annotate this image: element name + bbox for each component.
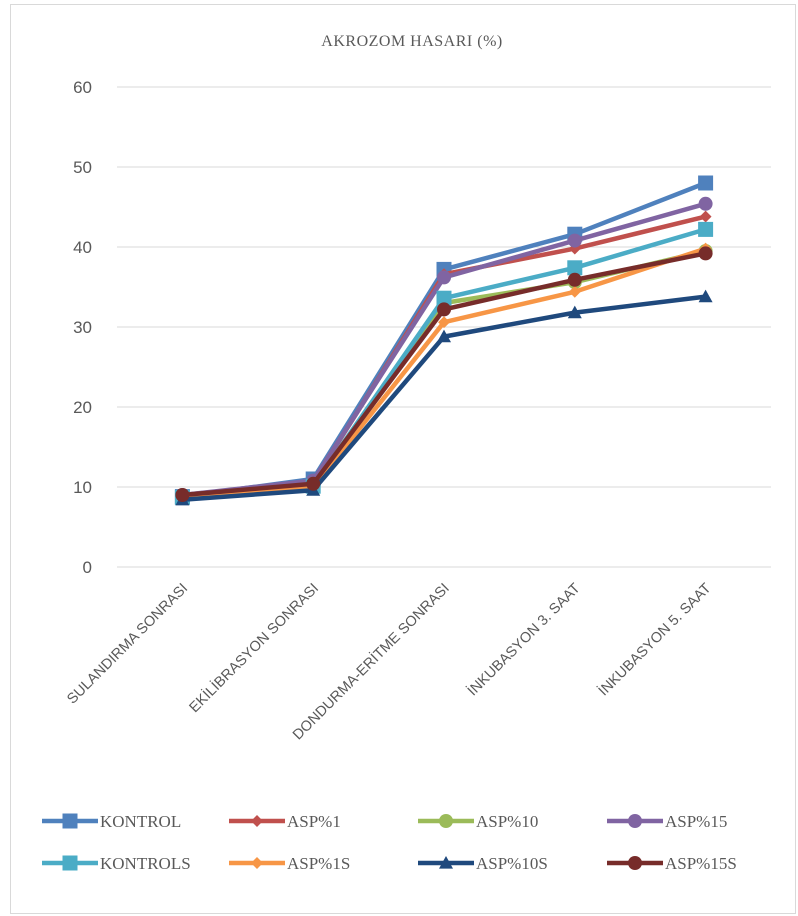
legend-label: ASP%15 bbox=[665, 812, 727, 831]
series-group bbox=[174, 175, 714, 506]
legend-label: ASP%10 bbox=[476, 812, 538, 831]
chart-title: AKROZOM HASARI (%) bbox=[321, 33, 502, 50]
legend-label: KONTROLS bbox=[100, 854, 191, 873]
series-asp-10s bbox=[175, 289, 713, 506]
data-point bbox=[568, 285, 581, 298]
data-point bbox=[567, 260, 583, 276]
x-tick-label: İNKUBASYON 5. SAAT bbox=[594, 579, 714, 699]
data-point bbox=[698, 221, 714, 237]
legend-marker bbox=[628, 856, 642, 870]
legend-label: ASP%10S bbox=[476, 854, 548, 873]
y-tick-label: 50 bbox=[73, 158, 92, 177]
data-point bbox=[568, 242, 581, 255]
series-line bbox=[182, 251, 707, 498]
legend-item: ASP%15S bbox=[607, 854, 737, 873]
legend-marker bbox=[628, 814, 642, 828]
legend-label: ASP%1S bbox=[287, 854, 350, 873]
data-point bbox=[175, 488, 190, 502]
x-tick-label: SULANDIRMA SONRASI bbox=[64, 581, 191, 708]
legend-marker bbox=[62, 855, 78, 871]
data-point bbox=[437, 302, 451, 317]
y-tick-label: 30 bbox=[73, 318, 92, 337]
data-point bbox=[437, 270, 451, 285]
data-point bbox=[438, 316, 450, 329]
data-point bbox=[437, 329, 451, 343]
legend-item: ASP%10 bbox=[418, 812, 538, 831]
series-line bbox=[182, 214, 707, 498]
y-tick-label: 10 bbox=[73, 478, 92, 497]
legend-marker bbox=[439, 814, 453, 828]
legend-label: KONTROL bbox=[100, 812, 181, 831]
legend-label: ASP%1 bbox=[287, 812, 341, 831]
series-line bbox=[182, 246, 707, 501]
y-tick-label: 20 bbox=[73, 398, 92, 417]
data-point bbox=[698, 196, 713, 211]
data-point bbox=[306, 476, 321, 491]
series-asp-1 bbox=[176, 210, 712, 501]
grid bbox=[117, 86, 771, 568]
y-tick-label: 40 bbox=[73, 238, 92, 257]
legend-item: ASP%1S bbox=[229, 854, 350, 873]
data-point bbox=[698, 175, 714, 191]
y-axis: 0 10 20 30 40 50 60 bbox=[73, 78, 92, 577]
data-point bbox=[567, 272, 582, 287]
legend-item: ASP%1 bbox=[229, 812, 341, 831]
legend-item: KONTROL bbox=[42, 812, 181, 831]
data-point bbox=[698, 246, 713, 261]
data-point bbox=[567, 305, 582, 319]
legend-marker bbox=[251, 815, 263, 827]
x-tick-label: DONDURMA-ERİTME SONRASI bbox=[289, 579, 453, 743]
x-tick-label: İNKUBASYON 3. SAAT bbox=[463, 579, 583, 699]
legend-marker bbox=[62, 813, 78, 829]
data-point bbox=[567, 233, 582, 248]
series-line bbox=[182, 248, 707, 499]
legend-marker bbox=[439, 856, 453, 869]
x-tick-label: EKİLİBRASYON SONRASI bbox=[185, 579, 322, 716]
chart-frame bbox=[10, 4, 796, 914]
legend-marker bbox=[251, 857, 263, 869]
data-point bbox=[698, 289, 713, 303]
series-asp-15s bbox=[175, 246, 713, 502]
legend: KONTROL ASP%1 ASP%10 ASP%15 KONTROLS ASP%1S AS… bbox=[42, 812, 737, 873]
legend-item: ASP%10S bbox=[418, 854, 548, 873]
y-tick-label: 0 bbox=[83, 558, 92, 577]
y-tick-label: 60 bbox=[73, 78, 92, 97]
legend-item: ASP%15 bbox=[607, 812, 727, 831]
series-asp-15 bbox=[175, 196, 713, 502]
data-point bbox=[699, 210, 712, 223]
legend-label: ASP%15S bbox=[665, 854, 737, 873]
legend-item: KONTROLS bbox=[42, 854, 191, 873]
